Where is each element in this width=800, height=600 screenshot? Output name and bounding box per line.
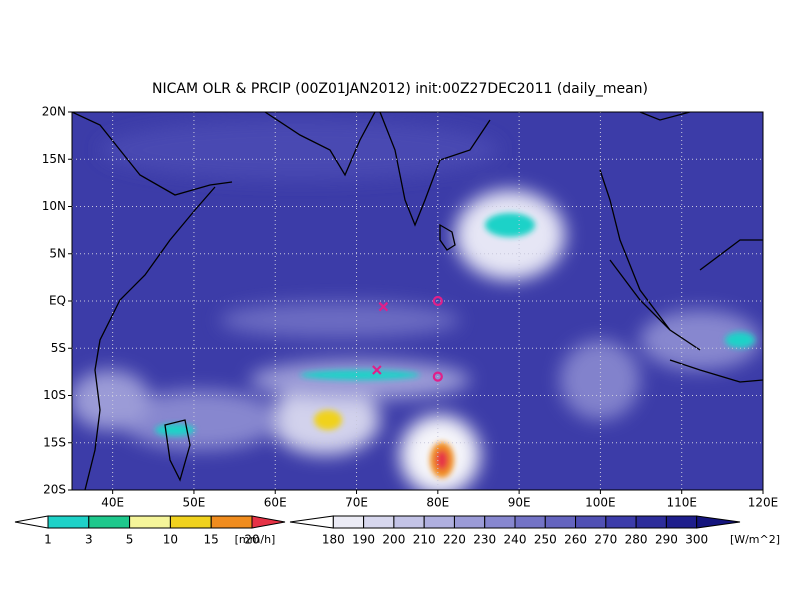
colorbar-segment: [575, 515, 607, 529]
colorbar-label: 270: [594, 533, 617, 547]
colorbar-label: 10: [163, 533, 178, 547]
y-tick-label: 15N: [42, 152, 66, 166]
colorbar-segment: [635, 515, 667, 529]
map-title: NICAM OLR & PRCIP (00Z01JAN2012) init:00…: [152, 81, 648, 97]
colorbar-segment: [129, 515, 171, 529]
colorbar-label: 250: [534, 533, 557, 547]
y-tick-label: 10S: [43, 388, 66, 402]
y-tick-label: 5N: [49, 246, 66, 260]
y-tick-label: 5S: [51, 341, 66, 355]
colorbar-label: 1: [44, 533, 52, 547]
colorbar-label: 5: [126, 533, 134, 547]
y-tick-label: 20S: [43, 483, 66, 497]
colorbar-label: 290: [655, 533, 678, 547]
colorbar-segment: [423, 515, 455, 529]
colorbar-label: 15: [204, 533, 219, 547]
colorbar-label: 200: [382, 533, 405, 547]
colorbar-label: 180: [322, 533, 345, 547]
y-tick-label: 20N: [42, 105, 66, 119]
colorbar-low-arrow: [289, 515, 334, 529]
colorbar-segment: [210, 515, 253, 529]
y-tick-label: 10N: [42, 199, 66, 213]
colorbar-high-arrow: [696, 515, 741, 529]
colorbar-label: 210: [413, 533, 436, 547]
x-tick-label: 90E: [508, 496, 531, 510]
y-tick-label: 15S: [43, 435, 66, 449]
colorbar-segment: [47, 515, 90, 529]
storm-marker-o: [432, 295, 443, 307]
colorbar-segment: [605, 515, 637, 529]
colorbar-label: 260: [564, 533, 587, 547]
storm-marker-o: [432, 371, 443, 382]
colorbar-segment: [484, 515, 516, 529]
x-tick-label: 110E: [666, 496, 697, 510]
colorbar-unit: [mm/h]: [235, 533, 276, 546]
colorbar-segment: [332, 515, 365, 529]
x-tick-label: 80E: [426, 496, 449, 510]
colorbar-label: 3: [85, 533, 93, 547]
colorbar-segment: [544, 515, 577, 529]
colorbar-label: 280: [625, 533, 648, 547]
x-tick-label: 120E: [748, 496, 779, 510]
x-tick-label: 60E: [264, 496, 287, 510]
colorbar-high-arrow: [251, 515, 286, 529]
storm-marker-x: [372, 365, 382, 375]
colorbar-segment: [393, 515, 425, 529]
x-tick-label: 40E: [101, 496, 124, 510]
coastlines: [72, 112, 763, 490]
precip-field: [155, 213, 755, 478]
map-field: [72, 112, 763, 490]
colorbar-unit: [W/m^2]: [730, 533, 780, 546]
colorbar-segment: [665, 515, 698, 529]
storm-marker-x: [378, 301, 389, 312]
colorbar-segment: [514, 515, 546, 529]
x-tick-label: 50E: [183, 496, 206, 510]
colorbar-segment: [363, 515, 395, 529]
y-tick-label: EQ: [49, 294, 66, 308]
colorbar-segment: [88, 515, 131, 529]
colorbar-label: 220: [443, 533, 466, 547]
colorbar-low-arrow: [14, 515, 49, 529]
colorbar-label: 190: [352, 533, 375, 547]
colorbar-segment: [453, 515, 486, 529]
colorbar-label: 240: [504, 533, 527, 547]
colorbar-label: 300: [685, 533, 708, 547]
x-tick-label: 100E: [585, 496, 616, 510]
colorbar-label: 20: [244, 533, 259, 547]
colorbar-label: 230: [473, 533, 496, 547]
cloud-field: [72, 120, 760, 490]
colorbar-segment: [169, 515, 212, 529]
x-tick-label: 70E: [345, 496, 368, 510]
